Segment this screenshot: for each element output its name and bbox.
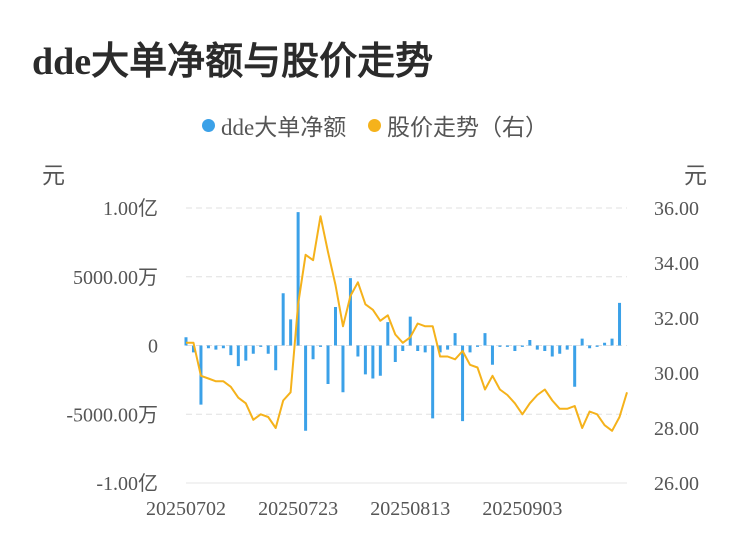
bar: [438, 345, 442, 353]
bar: [528, 340, 532, 346]
axis-labels: 1.00亿 5000.00万 0 -5000.00万 -1.00亿 36.00 34.00 3…: [66, 197, 699, 520]
bar: [221, 345, 225, 349]
bar: [296, 212, 300, 346]
bar: [535, 345, 539, 350]
bar: [498, 345, 502, 347]
bar: [453, 333, 457, 346]
bar: [206, 345, 210, 349]
bar: [311, 345, 315, 360]
bar: [371, 345, 375, 379]
legend: dde大单净额 股价走势（右）: [0, 108, 750, 142]
bar: [416, 345, 420, 351]
bar: [461, 345, 465, 422]
bar: [573, 345, 577, 387]
bar: [356, 345, 360, 357]
legend-label-price: 股价走势（右）: [386, 115, 548, 140]
right-axis-unit: 元: [684, 163, 707, 188]
bar: [408, 316, 412, 346]
bar: [304, 345, 308, 431]
x-tick-label: 20250813: [370, 498, 450, 520]
bar: [266, 345, 270, 354]
x-tick-label: 20250903: [482, 498, 562, 520]
legend-label-dde: dde大单净额: [221, 115, 347, 140]
x-tick-label: 20250723: [258, 498, 338, 520]
bar: [214, 345, 218, 350]
bar: [603, 342, 607, 346]
bar: [565, 345, 569, 350]
bar: [468, 345, 472, 353]
right-tick-label: 32.00: [654, 308, 699, 330]
bar: [431, 345, 435, 419]
bar: [259, 345, 263, 347]
bar: [618, 302, 622, 346]
bar: [236, 345, 240, 367]
bar: [580, 338, 584, 346]
bar: [274, 345, 278, 371]
right-tick-label: 26.00: [654, 473, 699, 495]
bar-series: [184, 212, 622, 431]
legend-item-dde[interactable]: dde大单净额: [202, 108, 346, 142]
bar: [229, 345, 233, 356]
bar: [251, 345, 255, 354]
bar: [378, 345, 382, 376]
bar: [401, 345, 405, 351]
bar: [191, 345, 195, 353]
x-tick-label: 20250702: [146, 498, 226, 520]
legend-dot-line: [367, 118, 381, 132]
bar: [558, 345, 562, 354]
left-tick-label: -1.00亿: [96, 472, 158, 495]
bar: [550, 345, 554, 357]
right-tick-label: 34.00: [654, 253, 699, 275]
bar: [520, 345, 524, 347]
bar: [393, 345, 397, 362]
bar: [244, 345, 248, 361]
legend-dot-bar: [202, 118, 216, 132]
bar: [595, 345, 599, 347]
bar: [319, 345, 323, 347]
bar: [341, 345, 345, 393]
bar: [386, 322, 390, 346]
right-tick-label: 28.00: [654, 418, 699, 440]
bar: [348, 278, 352, 346]
price-line: [186, 215, 628, 432]
bar: [610, 338, 614, 346]
bar: [289, 319, 293, 346]
line-series: [186, 215, 628, 432]
bar: [588, 345, 592, 349]
right-tick-label: 30.00: [654, 363, 699, 385]
bar: [543, 345, 547, 351]
bar: [505, 345, 509, 347]
chart-title: dde大单净额与股价走势: [32, 41, 434, 83]
bar: [483, 333, 487, 346]
bar: [333, 307, 337, 346]
bar: [363, 345, 367, 375]
left-axis-unit: 元: [42, 163, 65, 188]
left-tick-label: 0: [148, 336, 158, 358]
left-tick-label: 5000.00万: [73, 267, 158, 289]
bar: [184, 337, 188, 346]
legend-item-price[interactable]: 股价走势（右）: [367, 108, 548, 142]
left-tick-label: 1.00亿: [103, 197, 158, 220]
bar: [326, 345, 330, 384]
bar: [446, 345, 450, 350]
left-tick-label: -5000.00万: [66, 404, 158, 426]
bar: [513, 345, 517, 351]
bar: [476, 345, 480, 347]
bar: [281, 293, 285, 346]
bar: [490, 345, 494, 365]
right-tick-label: 36.00: [654, 198, 699, 220]
bar: [423, 345, 427, 353]
